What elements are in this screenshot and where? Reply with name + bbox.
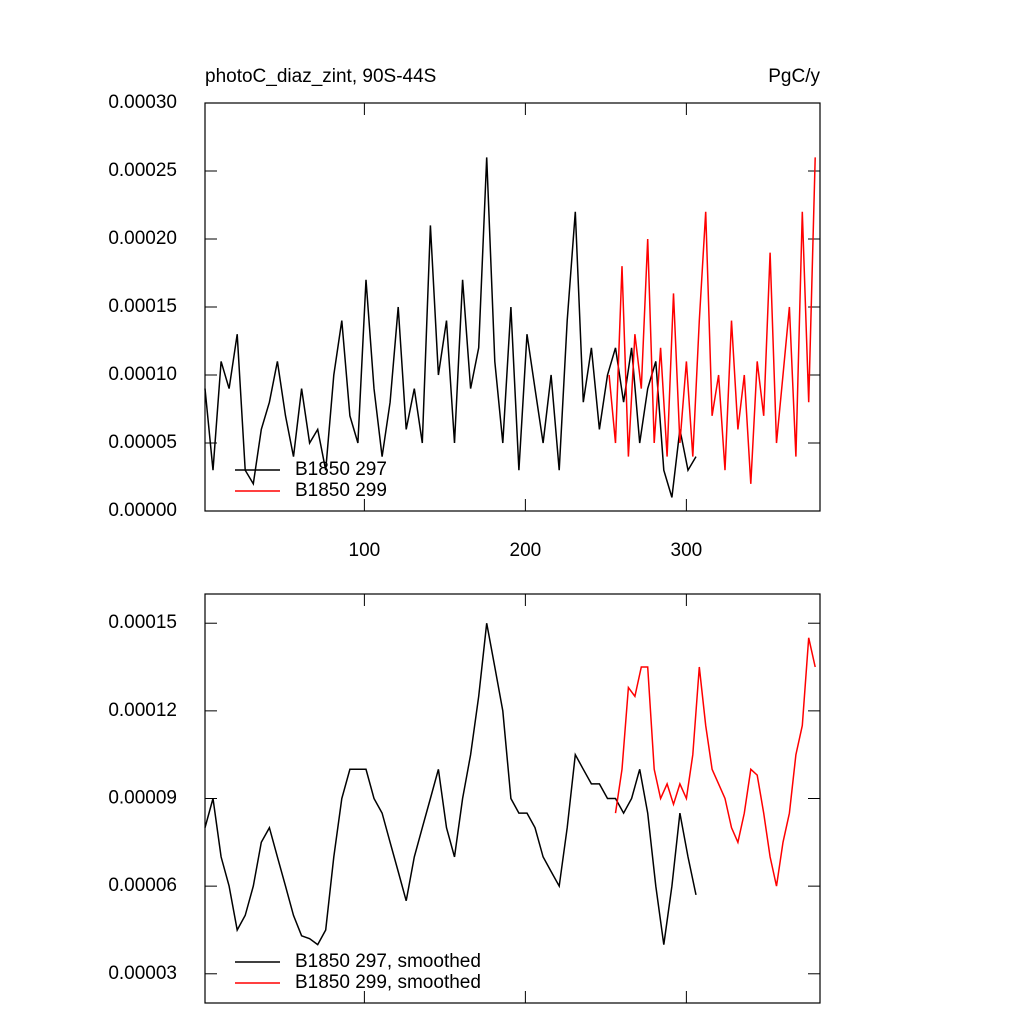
y-tick-label: 0.00010	[108, 364, 177, 385]
x-tick-label: 300	[671, 540, 703, 561]
y-tick-label: 0.00006	[108, 875, 177, 896]
y-tick-label: 0.00009	[108, 788, 177, 809]
data-line	[608, 157, 816, 484]
legend-label: B1850 299, smoothed	[295, 972, 481, 993]
legend-label: B1850 297, smoothed	[295, 951, 481, 972]
y-tick-label: 0.00003	[108, 963, 177, 984]
units-label: PgC/y	[768, 66, 820, 87]
data-line	[204, 157, 697, 498]
data-line	[204, 623, 697, 946]
y-tick-label: 0.00015	[108, 296, 177, 317]
y-tick-label: 0.00020	[108, 228, 177, 249]
y-tick-label: 0.00025	[108, 160, 177, 181]
chart-title: photoC_diaz_zint, 90S-44S	[205, 66, 436, 87]
data-line	[614, 637, 816, 887]
x-tick-label: 200	[510, 540, 542, 561]
y-tick-label: 0.00005	[108, 432, 177, 453]
x-tick-label: 100	[349, 540, 381, 561]
y-tick-label: 0.00012	[108, 700, 177, 721]
y-tick-label: 0.00000	[108, 500, 177, 521]
legend-label: B1850 297	[295, 459, 387, 480]
y-tick-label: 0.00015	[108, 612, 177, 633]
y-tick-label: 0.00030	[108, 92, 177, 113]
legend-label: B1850 299	[295, 480, 387, 501]
